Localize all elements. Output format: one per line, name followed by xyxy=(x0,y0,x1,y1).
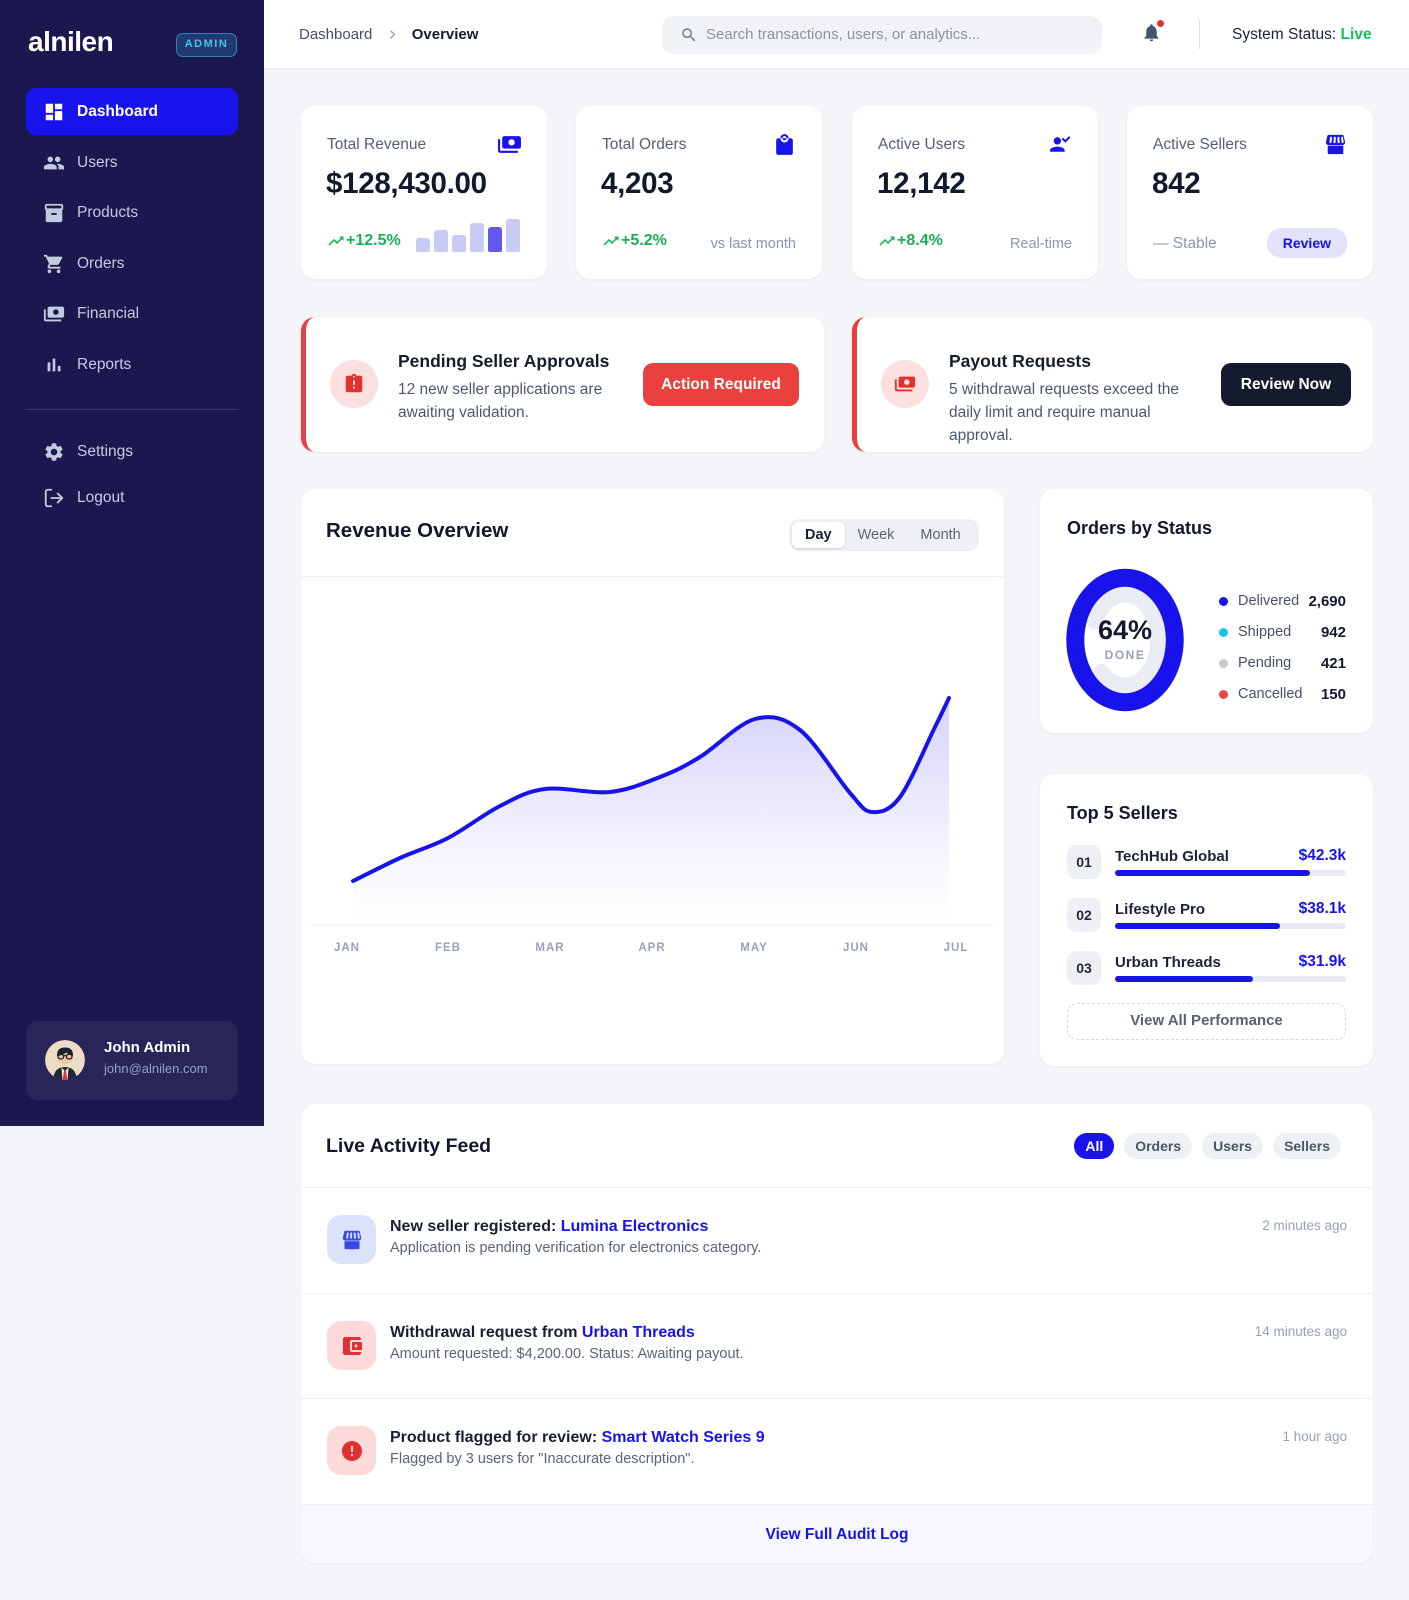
svg-text:JUN: JUN xyxy=(843,942,869,954)
svg-text:64%: 64% xyxy=(1098,615,1152,645)
svg-text:APR: APR xyxy=(638,942,665,954)
svg-text:FEB: FEB xyxy=(435,942,461,954)
svg-text:MAR: MAR xyxy=(535,942,564,954)
svg-text:MAY: MAY xyxy=(740,942,768,954)
svg-text:JAN: JAN xyxy=(334,942,360,954)
svg-text:DONE: DONE xyxy=(1105,648,1146,662)
svg-text:JUL: JUL xyxy=(944,942,969,954)
